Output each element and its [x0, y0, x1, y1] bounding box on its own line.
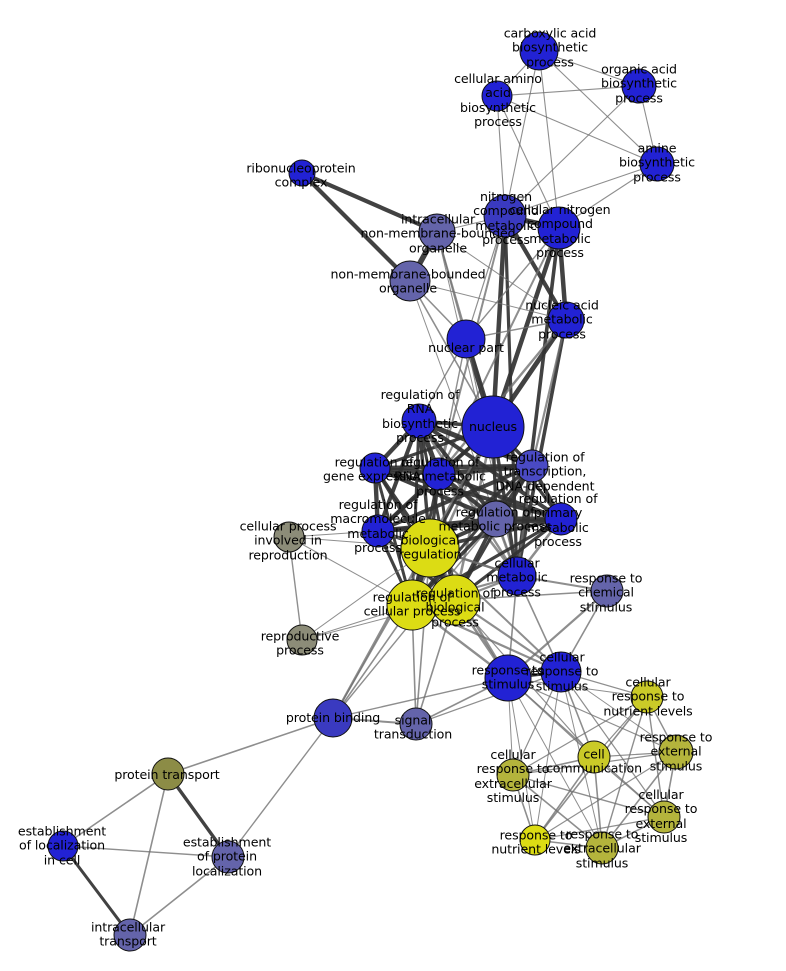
edge-layer	[61, 50, 677, 937]
graph-edge	[512, 696, 648, 776]
graph-edge	[560, 671, 677, 753]
graph-node[interactable]	[519, 31, 559, 71]
graph-node[interactable]	[630, 680, 664, 714]
graph-edge	[504, 50, 540, 217]
graph-node[interactable]	[496, 758, 530, 792]
graph-edge	[62, 773, 169, 847]
graph-node[interactable]	[590, 574, 624, 608]
graph-edge	[507, 677, 536, 841]
graph-edge	[436, 231, 567, 321]
graph-node[interactable]	[537, 206, 581, 250]
graph-node[interactable]	[361, 514, 395, 548]
graph-edge	[507, 677, 603, 849]
graph-node[interactable]	[461, 395, 525, 459]
graph-edge	[646, 696, 665, 818]
graph-edge	[538, 50, 658, 165]
graph-edge	[409, 280, 567, 321]
graph-node[interactable]	[422, 457, 456, 491]
graph-edge	[299, 170, 440, 235]
graph-node[interactable]	[621, 68, 657, 104]
graph-edge	[503, 214, 519, 578]
graph-node[interactable]	[286, 624, 318, 656]
graph-edge	[62, 845, 229, 858]
graph-node[interactable]	[585, 831, 619, 865]
graph-edge	[465, 215, 506, 340]
graph-edge	[415, 671, 562, 725]
graph-edge	[601, 751, 677, 849]
graph-edge	[504, 163, 658, 217]
graph-edge	[496, 85, 640, 97]
graph-edge	[534, 816, 665, 841]
graph-node[interactable]	[497, 556, 537, 596]
graph-node[interactable]	[113, 918, 147, 952]
graph-edge	[373, 466, 563, 521]
graph-node[interactable]	[273, 521, 305, 553]
graph-node[interactable]	[389, 260, 431, 302]
graph-edge	[288, 536, 303, 641]
graph-node[interactable]	[484, 654, 532, 702]
graph-node[interactable]	[446, 319, 486, 359]
graph-node[interactable]	[481, 80, 513, 112]
graph-edge	[166, 772, 230, 859]
graph-edge	[534, 756, 595, 841]
graph-edge	[227, 717, 334, 858]
graph-edge	[534, 751, 677, 841]
graph-edge	[299, 170, 413, 284]
graph-edge	[331, 425, 495, 720]
graph-edge	[129, 856, 229, 936]
graph-node[interactable]	[540, 651, 582, 693]
graph-edge	[332, 677, 509, 719]
graph-edge	[560, 671, 665, 818]
node-layer	[47, 31, 694, 952]
graph-node[interactable]	[386, 579, 438, 631]
graph-node[interactable]	[400, 518, 460, 578]
graph-node[interactable]	[639, 146, 675, 182]
graph-node[interactable]	[658, 734, 694, 770]
graph-edge	[496, 95, 560, 229]
graph-node[interactable]	[211, 840, 245, 874]
graph-edge	[410, 464, 534, 607]
graph-edge	[534, 671, 562, 841]
graph-node[interactable]	[359, 452, 391, 484]
graph-node[interactable]	[647, 800, 681, 834]
graph-edge	[504, 85, 640, 217]
graph-node[interactable]	[313, 698, 353, 738]
graph-edge	[438, 227, 560, 475]
graph-node[interactable]	[418, 213, 456, 251]
graph-node[interactable]	[483, 194, 527, 238]
graph-edge	[376, 464, 534, 533]
graph-node[interactable]	[519, 824, 551, 856]
graph-node[interactable]	[288, 159, 316, 187]
graph-node[interactable]	[477, 500, 515, 538]
graph-edge	[515, 318, 568, 578]
graph-edge	[530, 318, 568, 468]
graph-edge	[167, 717, 334, 775]
graph-edge	[601, 696, 648, 849]
graph-edge	[129, 773, 169, 936]
graph-edge	[490, 213, 508, 430]
graph-edge	[512, 774, 603, 849]
graph-node[interactable]	[47, 830, 79, 862]
graph-edge	[496, 95, 658, 165]
graph-node[interactable]	[401, 403, 437, 439]
graph-edge	[372, 465, 499, 522]
graph-node[interactable]	[544, 502, 578, 536]
graph-node[interactable]	[515, 449, 549, 483]
graph-edge	[61, 844, 132, 937]
graph-node[interactable]	[399, 707, 433, 741]
graph-node[interactable]	[429, 574, 481, 626]
graph-node[interactable]	[577, 740, 611, 774]
graph-node[interactable]	[151, 757, 185, 791]
graph-node[interactable]	[547, 301, 585, 339]
graph-edge	[512, 774, 665, 818]
